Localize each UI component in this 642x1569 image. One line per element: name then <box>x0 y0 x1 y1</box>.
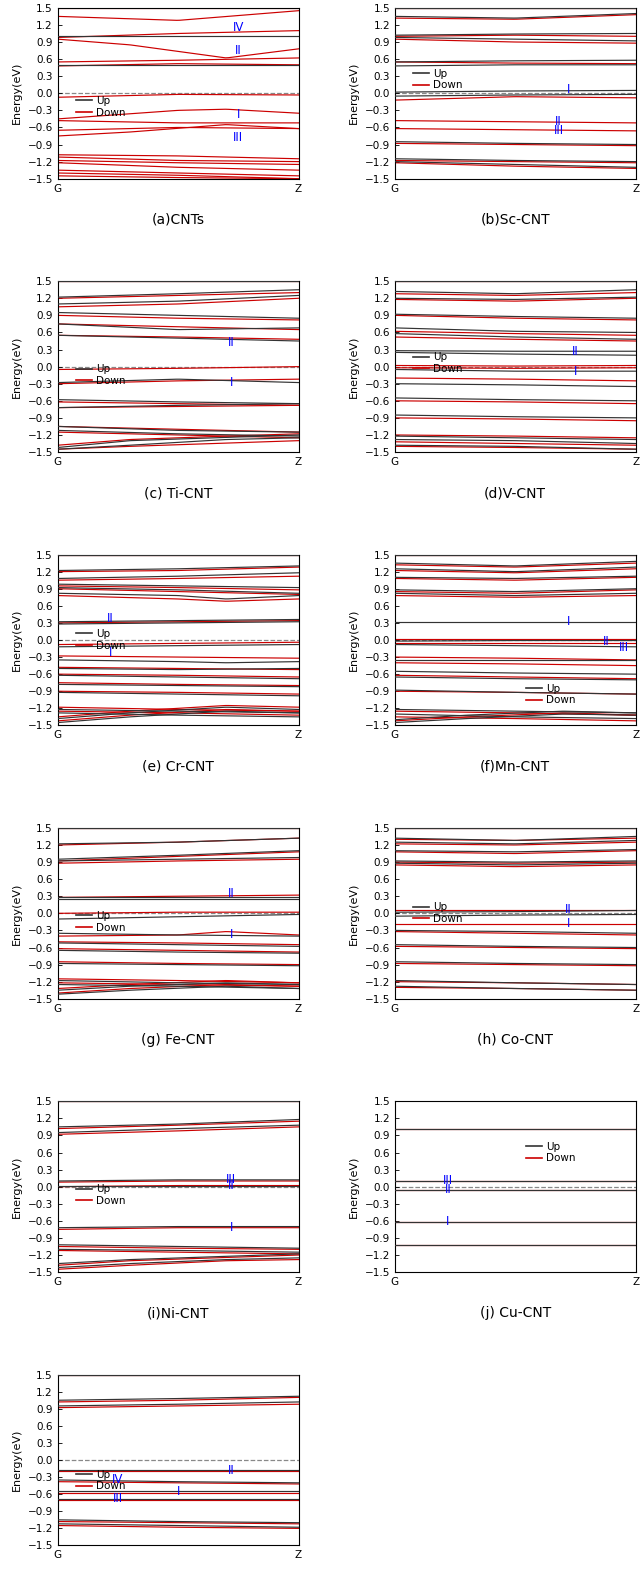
Text: I: I <box>574 364 577 378</box>
Text: (g) Fe-CNT: (g) Fe-CNT <box>141 1032 215 1047</box>
Legend: Up, Down: Up, Down <box>75 910 126 934</box>
Y-axis label: Energy(eV): Energy(eV) <box>12 609 22 672</box>
Text: I: I <box>237 108 240 121</box>
Text: (e) Cr-CNT: (e) Cr-CNT <box>143 759 214 774</box>
Legend: Up, Down: Up, Down <box>412 902 464 926</box>
Legend: Up, Down: Up, Down <box>525 1141 577 1164</box>
Legend: Up, Down: Up, Down <box>75 628 126 651</box>
Text: II: II <box>572 345 579 358</box>
Text: I: I <box>229 929 233 941</box>
Legend: Up, Down: Up, Down <box>75 96 126 119</box>
Text: I: I <box>566 615 570 628</box>
Text: II: II <box>228 1178 234 1192</box>
Text: II: II <box>228 336 234 350</box>
Legend: Up, Down: Up, Down <box>75 1183 126 1207</box>
Text: I: I <box>109 646 112 659</box>
Text: III: III <box>226 1172 236 1186</box>
Text: II: II <box>555 115 562 129</box>
Text: III: III <box>443 1175 453 1188</box>
Y-axis label: Energy(eV): Energy(eV) <box>12 882 22 945</box>
Legend: Up, Down: Up, Down <box>525 683 577 706</box>
Y-axis label: Energy(eV): Energy(eV) <box>349 336 359 399</box>
Text: IV: IV <box>232 22 244 35</box>
Text: I: I <box>229 1221 233 1235</box>
Text: (c) Ti-CNT: (c) Ti-CNT <box>144 486 213 501</box>
Legend: Up, Down: Up, Down <box>75 1469 126 1492</box>
Y-axis label: Energy(eV): Energy(eV) <box>12 1155 22 1218</box>
Text: II: II <box>107 612 114 624</box>
Text: (i)Ni-CNT: (i)Ni-CNT <box>147 1307 209 1320</box>
Text: III: III <box>618 640 629 654</box>
Text: (f)Mn-CNT: (f)Mn-CNT <box>480 759 550 774</box>
Legend: Up, Down: Up, Down <box>75 364 126 388</box>
Text: (j) Cu-CNT: (j) Cu-CNT <box>480 1307 551 1320</box>
Y-axis label: Energy(eV): Energy(eV) <box>12 1429 22 1491</box>
Y-axis label: Energy(eV): Energy(eV) <box>12 336 22 399</box>
Legend: Up, Down: Up, Down <box>412 67 464 91</box>
Text: (b)Sc-CNT: (b)Sc-CNT <box>480 213 550 228</box>
Y-axis label: Energy(eV): Energy(eV) <box>349 882 359 945</box>
Text: I: I <box>446 1216 449 1229</box>
Y-axis label: Energy(eV): Energy(eV) <box>349 609 359 672</box>
Text: II: II <box>235 44 242 56</box>
Text: (h) Co-CNT: (h) Co-CNT <box>477 1032 553 1047</box>
Text: II: II <box>603 635 610 648</box>
Text: I: I <box>177 1484 180 1498</box>
Text: III: III <box>553 124 564 137</box>
Text: I: I <box>566 918 570 930</box>
Text: I: I <box>566 83 570 96</box>
Text: IV: IV <box>112 1473 124 1486</box>
Y-axis label: Energy(eV): Energy(eV) <box>349 63 359 124</box>
Text: (a)CNTs: (a)CNTs <box>152 213 205 228</box>
Y-axis label: Energy(eV): Energy(eV) <box>12 63 22 124</box>
Text: (d)V-CNT: (d)V-CNT <box>484 486 546 501</box>
Legend: Up, Down: Up, Down <box>412 351 464 375</box>
Text: III: III <box>113 1492 123 1505</box>
Text: I: I <box>229 377 233 389</box>
Text: II: II <box>228 1464 234 1476</box>
Text: III: III <box>233 132 243 144</box>
Text: II: II <box>444 1183 451 1196</box>
Text: II: II <box>228 886 234 901</box>
Text: II: II <box>565 904 571 916</box>
Y-axis label: Energy(eV): Energy(eV) <box>349 1155 359 1218</box>
